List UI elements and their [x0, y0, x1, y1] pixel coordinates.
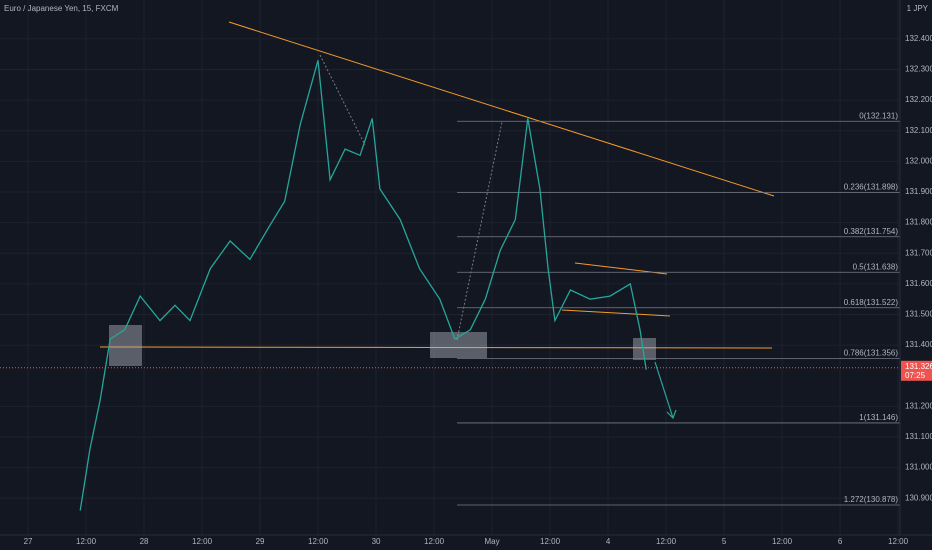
- flag-line: [561, 309, 671, 317]
- x-tick-label: 12:00: [192, 537, 213, 546]
- x-tick-label: 30: [372, 537, 381, 546]
- fib-label: 1.272(130.878): [844, 495, 899, 504]
- x-tick-label: 12:00: [772, 537, 793, 546]
- y-tick-label: 132.200: [905, 95, 932, 104]
- fib-label: 0(132.131): [859, 111, 898, 120]
- y-tick-label: 132.300: [905, 65, 932, 74]
- y-tick-label: 131.100: [905, 432, 932, 441]
- x-tick-label: 5: [722, 537, 727, 546]
- x-tick-label: 12:00: [308, 537, 329, 546]
- y-tick-label: 131.000: [905, 463, 932, 472]
- x-tick-label: 29: [256, 537, 265, 546]
- zone-box: [109, 325, 142, 366]
- fib-label: 0.786(131.356): [844, 349, 899, 358]
- zone-box: [430, 332, 487, 358]
- last-price-label: 131.326: [905, 362, 932, 371]
- x-tick-label: 4: [606, 537, 611, 546]
- x-tick-label: 12:00: [540, 537, 561, 546]
- y-tick-label: 131.900: [905, 187, 932, 196]
- y-tick-label: 131.600: [905, 279, 932, 288]
- arrow: [654, 361, 677, 420]
- x-tick-label: 12:00: [424, 537, 445, 546]
- fib-label: 0.382(131.754): [844, 227, 899, 236]
- axes: 132.400 132.300 132.200 132.100 132.000 131.9…: [24, 34, 932, 546]
- fib-label: 0.5(131.638): [853, 262, 899, 271]
- y-tick-label: 131.800: [905, 218, 932, 227]
- y-tick-label: 132.100: [905, 126, 932, 135]
- y-tick-label: 131.400: [905, 340, 932, 349]
- x-tick-label: 27: [24, 537, 33, 546]
- y-tick-label: 131.200: [905, 401, 932, 410]
- x-tick-label: 12:00: [656, 537, 677, 546]
- zone-box: [633, 338, 656, 360]
- price-axis: [900, 0, 932, 550]
- countdown-label: 07:25: [905, 371, 926, 380]
- grid: [0, 0, 900, 535]
- x-tick-label: 28: [140, 537, 149, 546]
- y-tick-label: 131.500: [905, 310, 932, 319]
- price-series: [0, 60, 900, 511]
- price-line: [79, 60, 647, 511]
- support-line: [99, 346, 773, 349]
- chart-title: Euro / Japanese Yen, 15, FXCM: [4, 4, 119, 13]
- fib-label: 1(131.146): [859, 413, 898, 422]
- trend-line: [228, 21, 775, 197]
- y-tick-label: 132.000: [905, 156, 932, 165]
- last-price-box: [901, 360, 932, 381]
- fib-anchor: [319, 54, 366, 146]
- fib-anchor: [456, 121, 503, 341]
- x-tick-label: 6: [838, 537, 843, 546]
- x-tick-label: 12:00: [76, 537, 97, 546]
- x-tick-label: 12:00: [888, 537, 909, 546]
- y-tick-label: 132.400: [905, 34, 932, 43]
- fib-label: 0.618(131.522): [844, 298, 899, 307]
- fib-label: 0.236(131.898): [844, 183, 899, 192]
- currency[interactable]: 1 JPY: [907, 4, 929, 13]
- y-tick-label: 130.900: [905, 493, 932, 502]
- y-tick-label: 131.700: [905, 248, 932, 257]
- fib-retracement: 0(132.131) 0.236(131.898) 0.382(131.754) 0.…: [457, 111, 900, 506]
- x-tick-label: May: [484, 537, 499, 546]
